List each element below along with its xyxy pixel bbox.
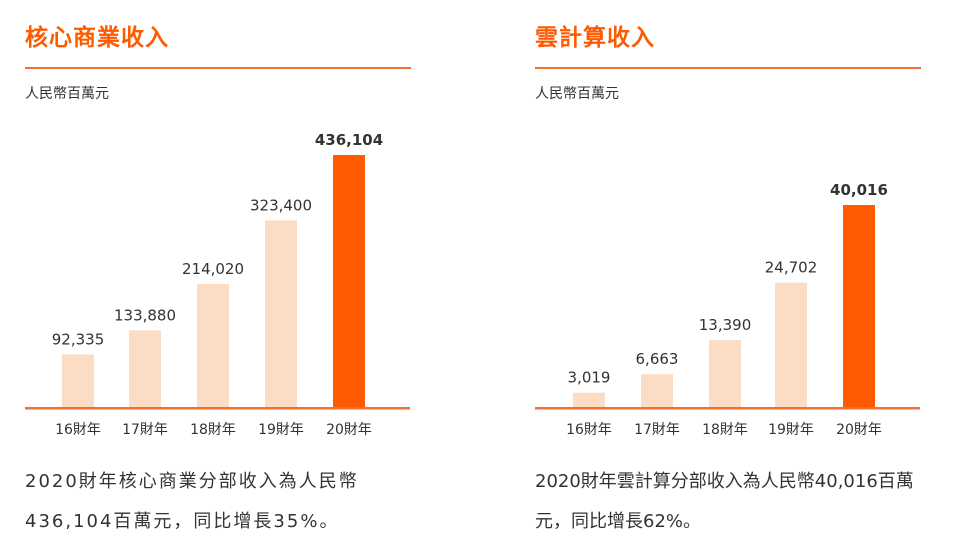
x-tick-label: 17財年 <box>634 422 680 438</box>
data-label: 40,016 <box>830 181 888 199</box>
x-tick-label: 16財年 <box>55 422 101 438</box>
bar <box>775 282 807 408</box>
data-label: 92,335 <box>52 330 105 348</box>
core-commerce-panel: 核心商業收入 人民幣百萬元 92,335 16財年 133,880 17財年 214,0… <box>25 0 411 554</box>
data-label: 323,400 <box>250 196 312 214</box>
bar <box>573 392 605 408</box>
x-tick-label: 20財年 <box>326 422 372 438</box>
bar <box>197 283 229 408</box>
x-tick-label: 18財年 <box>190 422 236 438</box>
bar <box>709 340 741 408</box>
x-axis-line <box>535 407 920 410</box>
bar <box>333 155 365 408</box>
x-tick-label: 19財年 <box>768 422 814 438</box>
data-label: 133,880 <box>114 306 176 324</box>
data-label: 3,019 <box>568 369 611 387</box>
chart-description: 2020財年雲計算分部收入為人民幣40,016百萬元，同比增長62%。 <box>535 471 914 532</box>
chart-title: 雲計算收入 <box>535 25 655 51</box>
chart-description: 2020財年核心商業分部收入為人民幣436,104百萬元，同比增長35%。 <box>25 471 359 532</box>
data-label: 13,390 <box>699 316 752 334</box>
bar <box>62 354 94 408</box>
data-label: 436,104 <box>315 131 383 149</box>
unit-label: 人民幣百萬元 <box>535 86 619 102</box>
title-divider <box>25 67 411 69</box>
data-label: 214,020 <box>182 260 244 278</box>
x-tick-label: 17財年 <box>122 422 168 438</box>
cloud-chart: 3,019 16財年 6,663 17財年 13,390 18財年 24,702 19財年 40… <box>535 181 920 438</box>
x-tick-label: 19財年 <box>258 422 304 438</box>
x-axis-line <box>25 407 410 410</box>
data-label: 6,663 <box>636 350 679 368</box>
bar <box>641 374 673 408</box>
bar <box>265 220 297 408</box>
core-commerce-chart: 92,335 16財年 133,880 17財年 214,020 18財年 323,400 1… <box>25 131 410 438</box>
bar <box>129 330 161 408</box>
x-tick-label: 18財年 <box>702 422 748 438</box>
x-tick-label: 20財年 <box>836 422 882 438</box>
unit-label: 人民幣百萬元 <box>25 86 109 102</box>
chart-title: 核心商業收入 <box>25 25 169 51</box>
data-label: 24,702 <box>765 259 818 277</box>
title-divider <box>535 67 921 69</box>
x-tick-label: 16財年 <box>566 422 612 438</box>
bar <box>843 205 875 408</box>
cloud-panel: 雲計算收入 人民幣百萬元 3,019 16財年 6,663 17財年 13,390 18財… <box>535 0 921 554</box>
